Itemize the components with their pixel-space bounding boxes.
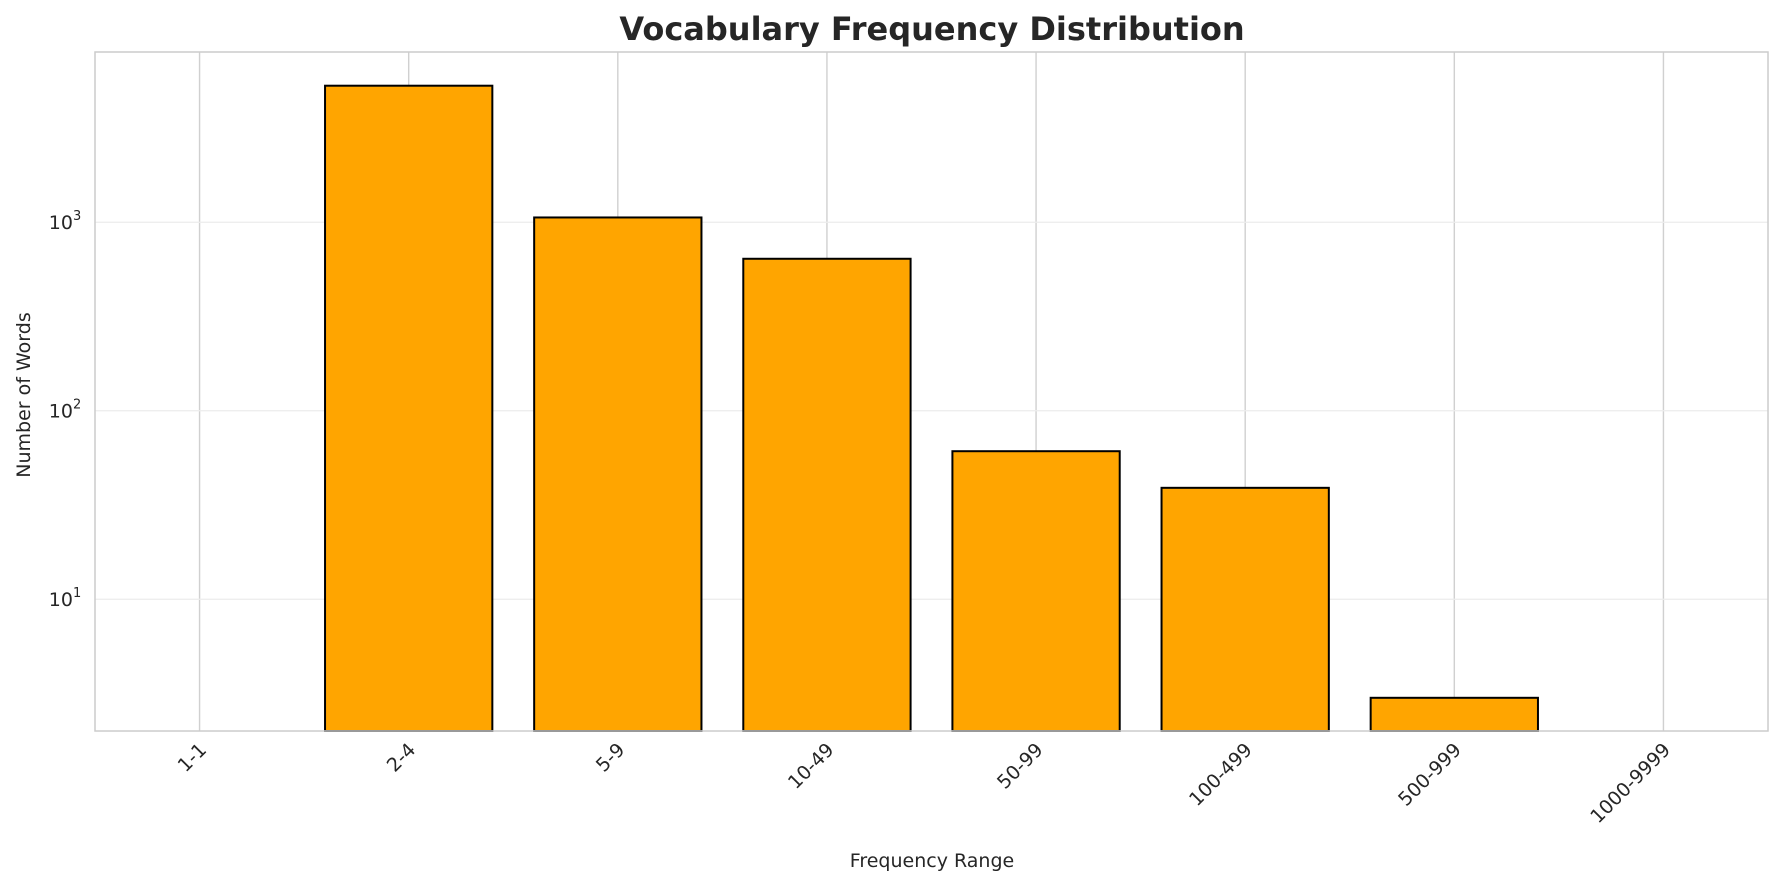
bar-500-999 <box>1369 696 1539 732</box>
y-tick-label: 103 <box>49 209 81 234</box>
bar-100-499 <box>1160 486 1330 732</box>
x-axis-label: Frequency Range <box>850 850 1014 872</box>
bar-50-99 <box>951 450 1121 732</box>
plot-frame <box>94 51 1769 732</box>
y-axis-label: Number of Words <box>13 312 35 477</box>
y-tick-labels: 101 102 103 <box>49 209 81 611</box>
y-tick-label: 101 <box>49 586 81 611</box>
chart-title: Vocabulary Frequency Distribution <box>619 10 1244 48</box>
bar-10-49 <box>742 257 912 732</box>
bars <box>324 84 1539 733</box>
bar-5-9 <box>533 216 703 732</box>
bar-2-4 <box>324 84 494 733</box>
y-tick-label: 102 <box>49 398 81 423</box>
